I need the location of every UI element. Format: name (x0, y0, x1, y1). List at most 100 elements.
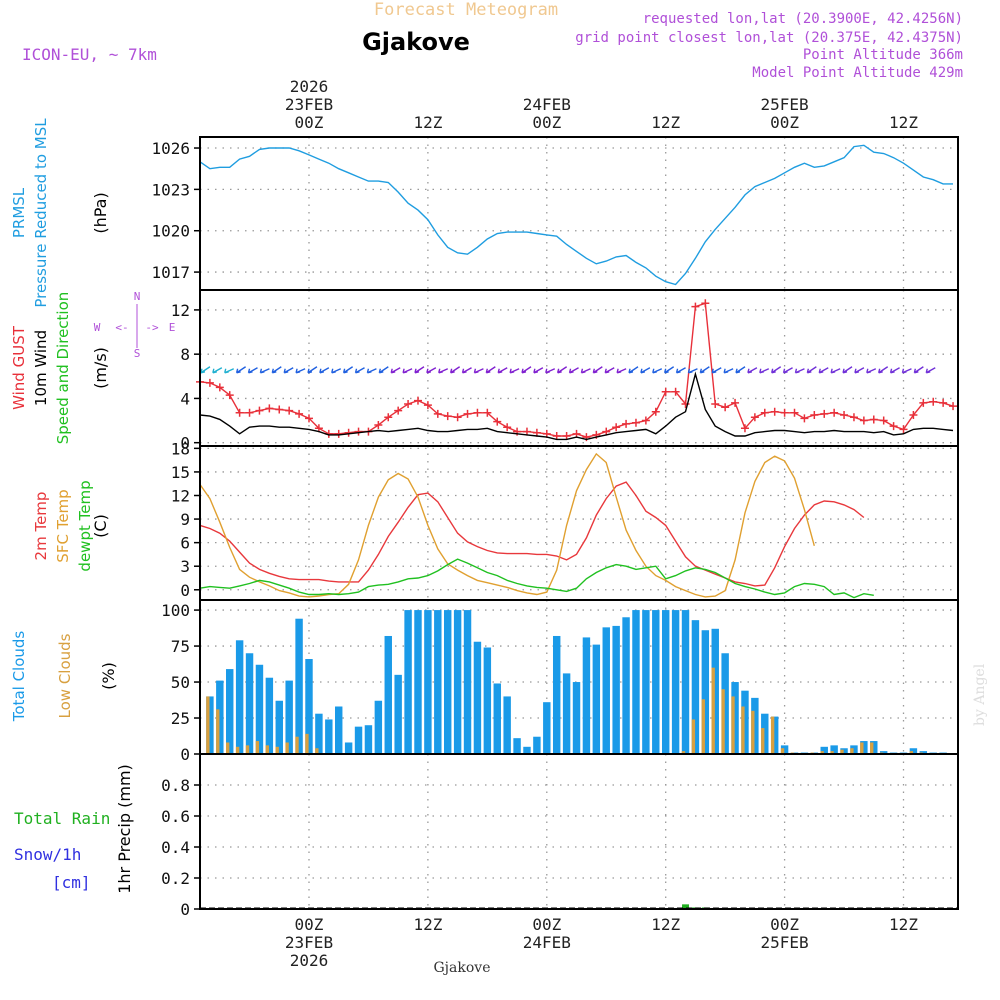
wind-arrow (224, 368, 235, 374)
total-cloud-bar (632, 610, 640, 754)
y-tick-label: 18 (171, 439, 190, 458)
gust-marker (740, 424, 749, 433)
wind-arrow (200, 366, 211, 374)
low-cloud-bar (721, 689, 725, 754)
total-cloud-bar (206, 696, 214, 754)
total-cloud-bar (661, 610, 670, 754)
watermark: by Angel (972, 663, 988, 726)
y-tick-label: 3 (180, 557, 190, 576)
wind-arrow (533, 367, 544, 374)
wind-arrow (604, 367, 615, 374)
gust-marker (285, 406, 294, 415)
gust-marker (879, 416, 888, 425)
total-cloud-bar (295, 618, 303, 754)
gust-marker (830, 408, 839, 417)
wind-arrow (212, 367, 223, 374)
gust-marker (909, 411, 918, 420)
gust-marker (721, 403, 730, 412)
total-cloud-bar (285, 680, 293, 754)
labels-layer: PRMSL Pressure Reduced to MSL (hPa) Wind GU… (10, 118, 175, 894)
panel-label: SFC Temp (54, 489, 72, 562)
y-tick-label: 0.4 (161, 838, 190, 857)
panel-frame-3 (199, 445, 959, 601)
gust-marker (205, 378, 214, 387)
top-time-label: 24FEB (523, 95, 571, 114)
wind-arrow (283, 367, 294, 374)
gust-marker (413, 396, 422, 405)
total-cloud-bar (731, 682, 739, 754)
model-altitude: Model Point Altitude 429m (752, 65, 963, 81)
wind-arrow (616, 368, 627, 374)
total-cloud-bar (642, 610, 650, 754)
wind-arrow (331, 368, 342, 374)
wind-arrow (854, 367, 865, 374)
total-cloud-bar (384, 635, 392, 754)
wind-arrow (509, 368, 520, 374)
bottom-time-label: 00Z (770, 915, 799, 934)
y-tick-label: 0.2 (161, 869, 190, 888)
gust-marker (899, 425, 908, 434)
series-line-sfc-temp (199, 452, 815, 598)
total-cloud-bar (483, 647, 492, 754)
wind-arrow (307, 366, 318, 374)
low-cloud-bar (305, 733, 309, 754)
wind-arrow (414, 366, 425, 374)
gust-marker (661, 387, 670, 396)
low-cloud-bar (265, 745, 269, 754)
y-tick-label: 50 (171, 673, 190, 692)
gust-marker (641, 416, 650, 425)
wind-arrow (818, 367, 829, 374)
gust-marker (731, 398, 740, 407)
compass-e: E (169, 321, 176, 334)
series-line-dewpt-temp (199, 558, 874, 599)
wind-arrow (925, 367, 936, 374)
total-cloud-bar (909, 748, 918, 754)
gust-marker (255, 406, 264, 415)
total-cloud-bar (335, 706, 343, 754)
gust-marker (859, 416, 868, 425)
location-title: Gjakove (362, 28, 470, 56)
wind-arrow (794, 368, 805, 374)
total-cloud-bar (691, 620, 700, 754)
gust-marker (473, 408, 482, 417)
gust-marker (453, 413, 462, 422)
top-time-label: 12Z (651, 113, 680, 132)
wind-arrow (687, 368, 698, 374)
bottom-time-label: 00Z (295, 915, 324, 934)
total-cloud-bar (681, 610, 690, 754)
total-cloud-bar (860, 741, 868, 754)
low-cloud-bar (850, 748, 854, 754)
total-cloud-bar (503, 696, 511, 754)
low-cloud-bar (315, 748, 319, 754)
wind-arrow (592, 366, 603, 374)
total-cloud-bar (245, 653, 254, 754)
total-cloud-bar (751, 697, 759, 754)
wind-arrow (580, 368, 591, 374)
low-cloud-bar (830, 751, 834, 754)
total-cloud-bar (850, 745, 858, 754)
gust-marker (344, 428, 353, 437)
low-cloud-bar (216, 709, 220, 754)
low-cloud-bar (245, 745, 250, 754)
low-cloud-bar (780, 748, 785, 754)
wind-arrow (378, 366, 389, 374)
gust-marker (750, 413, 759, 422)
total-cloud-bar (592, 644, 601, 754)
compass-arrow-e: -> (145, 321, 159, 334)
panel-label: PRMSL (10, 187, 28, 238)
low-cloud-bar (909, 751, 914, 754)
y-tick-label: 1017 (151, 263, 190, 282)
panel-label: Wind GUST (10, 325, 28, 410)
wind-arrow (426, 367, 437, 374)
gust-marker (810, 411, 819, 420)
gust-marker (463, 409, 472, 418)
low-cloud-bar (770, 716, 775, 754)
total-cloud-bar (572, 682, 581, 754)
wind-arrow (259, 368, 270, 374)
gust-marker (433, 409, 442, 418)
point-altitude: Point Altitude 366m (803, 47, 963, 63)
wind-arrow (473, 368, 484, 374)
low-cloud-bar (206, 696, 210, 754)
gust-marker (790, 408, 799, 417)
